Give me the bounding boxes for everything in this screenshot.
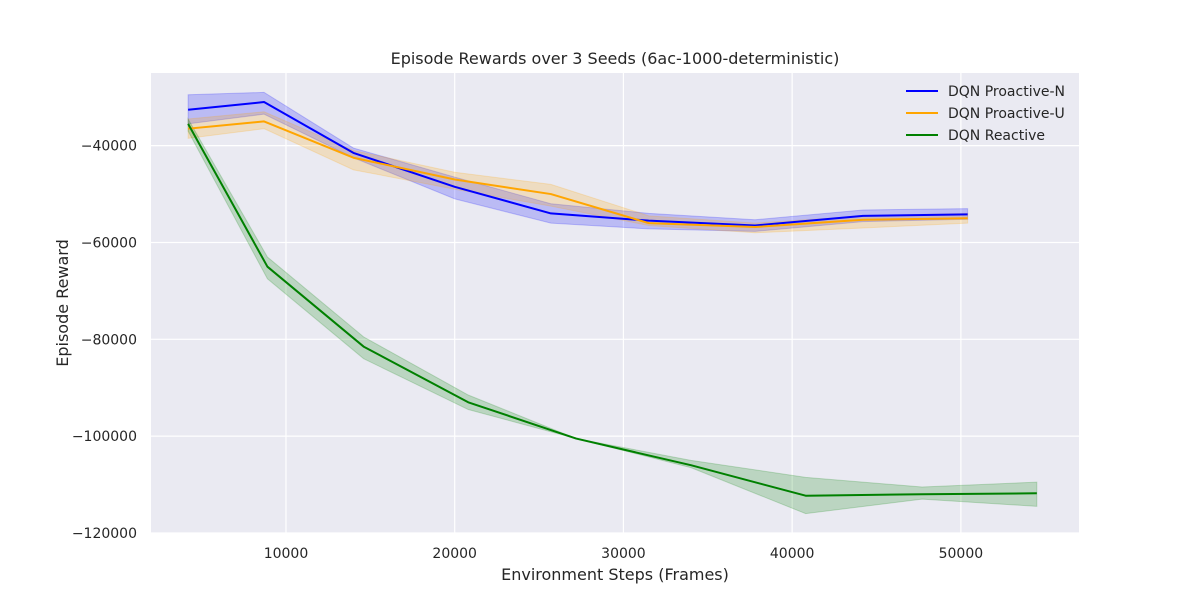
- x-tick-label: 20000: [432, 546, 477, 562]
- line-dqn-proactive-n: [188, 101, 968, 227]
- y-axis-title: Episode Reward: [53, 239, 72, 367]
- legend-label-reactive: DQN Reactive: [948, 128, 1045, 144]
- band-dqn-reactive: [187, 117, 1038, 515]
- band-dqn-proactive-u: [187, 111, 969, 234]
- chart-title: Episode Rewards over 3 Seeds (6ac-1000-d…: [391, 49, 840, 68]
- x-tick-label: 50000: [939, 546, 984, 562]
- x-tick-label: 30000: [601, 546, 646, 562]
- x-tick-labels: 10000 20000 30000 40000 50000: [264, 546, 983, 562]
- y-tick-label: −100000: [72, 429, 137, 445]
- y-gridlines: [151, 145, 1079, 534]
- x-axis-title: Environment Steps (Frames): [501, 565, 729, 584]
- y-tick-label: −120000: [72, 526, 137, 542]
- series-lines: [187, 101, 1037, 497]
- y-tick-label: −40000: [81, 139, 137, 155]
- x-tick-label: 40000: [770, 546, 815, 562]
- line-dqn-reactive: [187, 123, 1037, 497]
- x-tick-label: 10000: [264, 546, 309, 562]
- line-dqn-proactive-u: [188, 120, 968, 228]
- x-gridlines: [285, 73, 962, 533]
- legend-label-proactive-n: DQN Proactive-N: [948, 84, 1065, 100]
- legend-label-proactive-u: DQN Proactive-U: [948, 106, 1065, 122]
- y-tick-label: −60000: [81, 235, 137, 251]
- y-tick-label: −80000: [81, 332, 137, 348]
- plot-background: [151, 73, 1079, 533]
- legend: DQN Proactive-N DQN Proactive-U DQN Reac…: [906, 84, 1065, 144]
- y-tick-labels: −40000 −60000 −80000 −100000 −120000: [72, 139, 137, 542]
